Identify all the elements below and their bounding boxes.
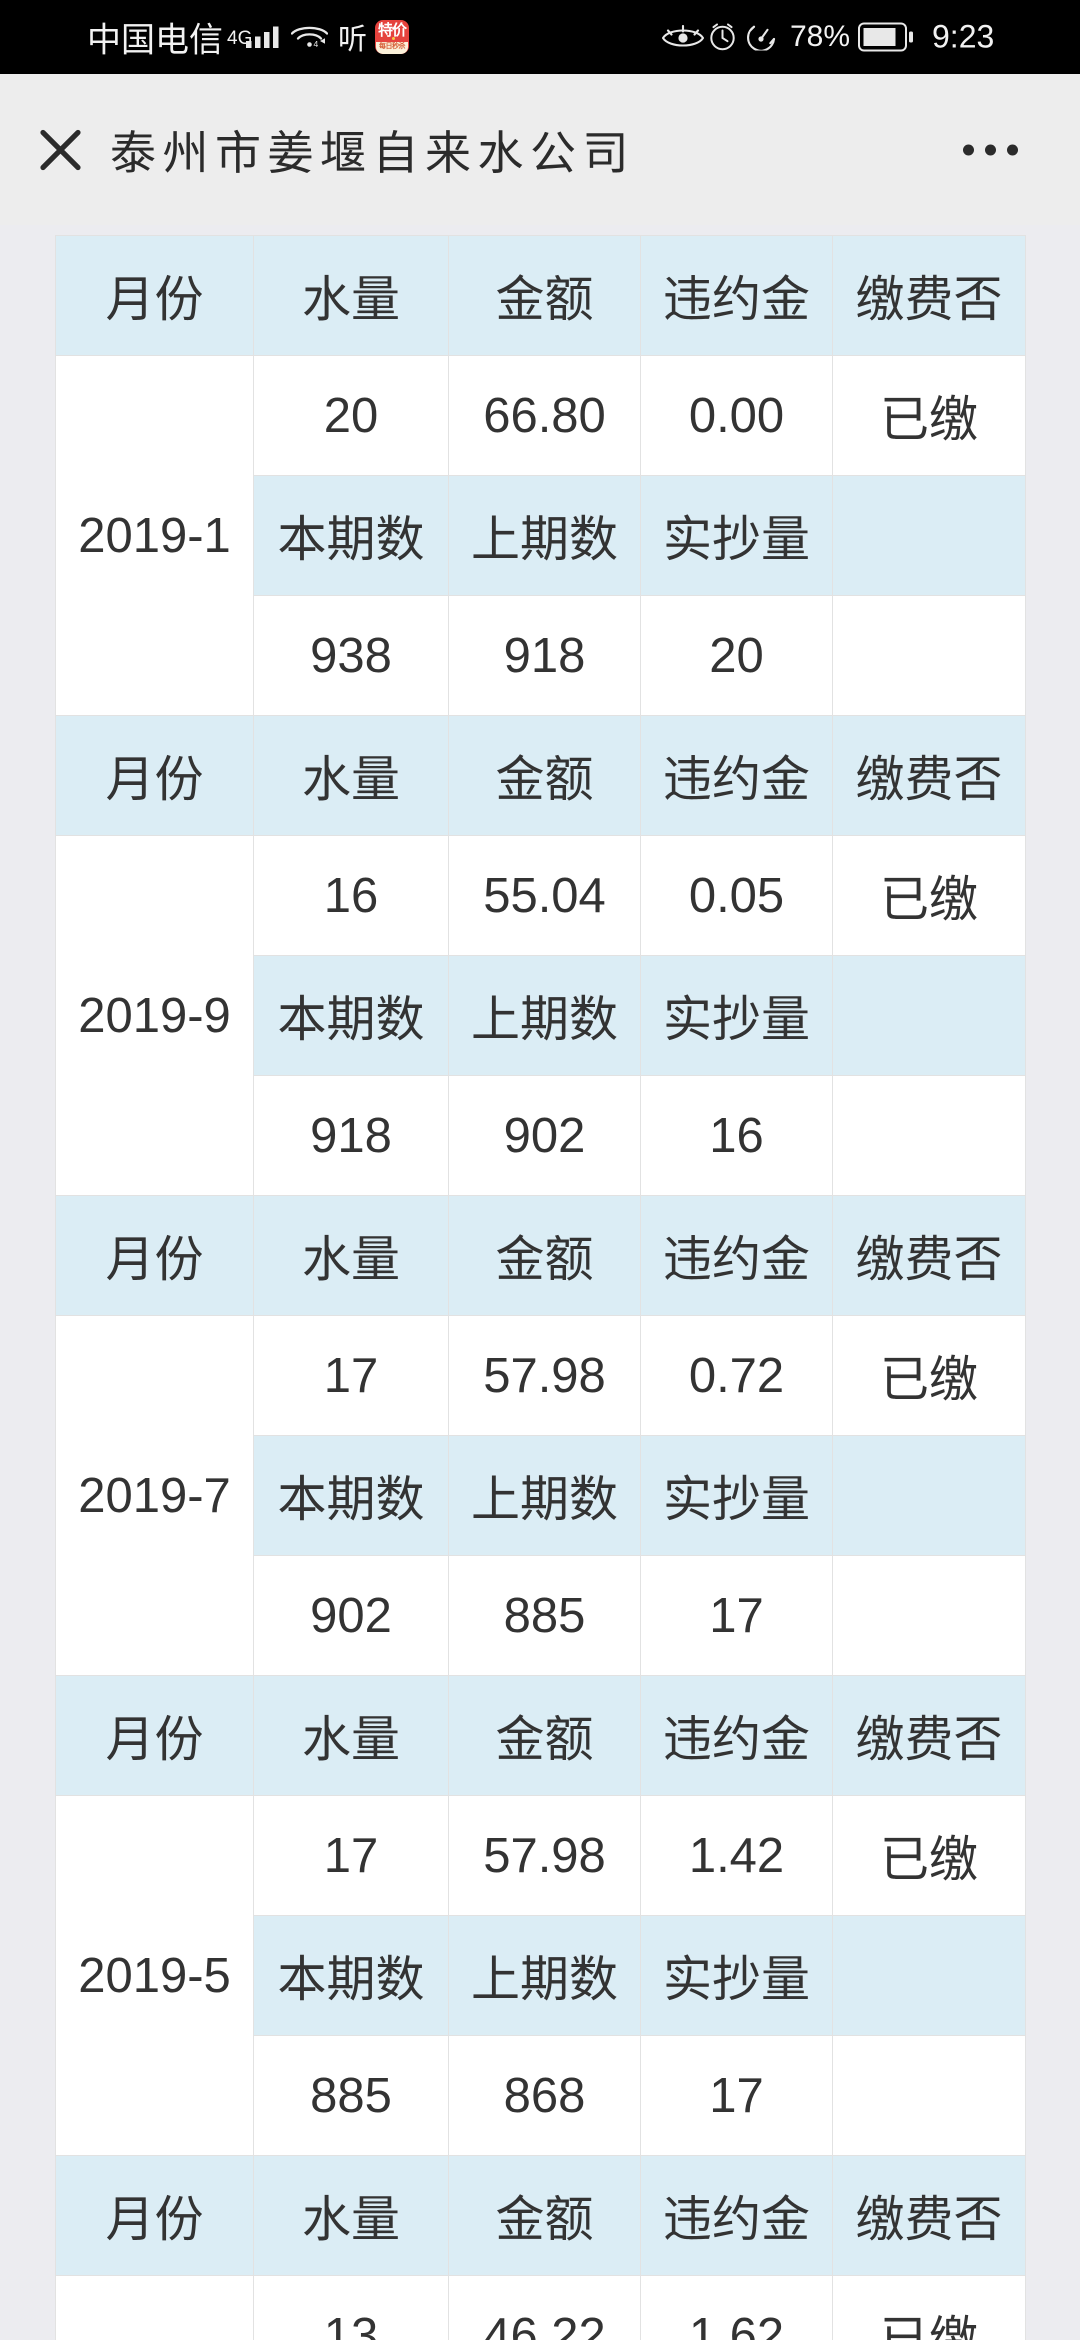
svg-text:4: 4 xyxy=(314,39,319,48)
